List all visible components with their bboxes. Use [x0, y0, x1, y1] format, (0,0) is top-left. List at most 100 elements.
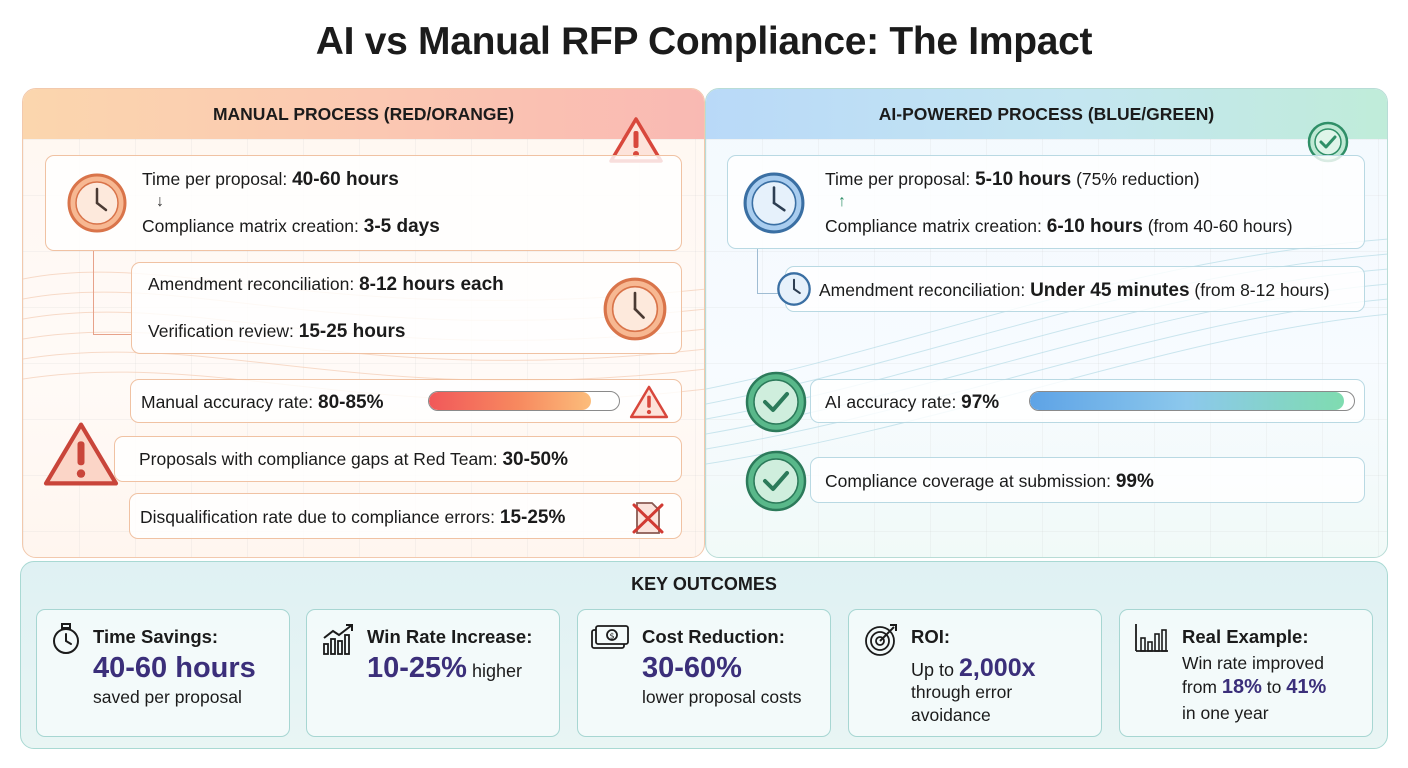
ai-accuracy-value: 97% — [961, 392, 1000, 413]
cost-reduction-value: 30-60% — [642, 652, 742, 684]
ai-accuracy-line: AI accuracy rate: 97% — [825, 392, 999, 414]
key-outcomes-header: KEY OUTCOMES — [631, 574, 777, 594]
disq-value: 15-25% — [499, 507, 566, 528]
ai-time-value: 5-10 hours — [975, 169, 1072, 190]
ai-process-header: AI-POWERED PROCESS (BLUE/GREEN) — [706, 89, 1387, 139]
matrix-label: Compliance matrix creation: — [142, 216, 364, 236]
manual-accuracy-card: Manual accuracy rate: 80-85% — [130, 379, 682, 423]
arrow-up-icon: ↑ — [838, 193, 846, 210]
real-example-line3: in one year — [1182, 703, 1269, 723]
matrix-value: 3-5 days — [363, 216, 440, 237]
disqualification-line: Disqualification rate due to compliance … — [140, 507, 565, 529]
gaps-line: Proposals with compliance gaps at Red Te… — [139, 449, 568, 471]
ai-matrix-note: (from 40-60 hours) — [1142, 216, 1293, 236]
warning-triangle-icon — [629, 385, 669, 419]
gaps-value: 30-50% — [502, 449, 568, 470]
clock-icon — [603, 277, 667, 341]
large-warning-triangle-icon — [43, 422, 119, 486]
gaps-label: Proposals with compliance gaps at Red Te… — [139, 449, 503, 469]
win-rate-line: 10-25% higher — [367, 652, 522, 685]
time-label: Time per proposal: — [142, 169, 293, 189]
clock-icon — [743, 172, 805, 234]
ai-process-panel: AI-POWERED PROCESS (BLUE/GREEN) Time per… — [705, 88, 1388, 558]
rejected-document-icon — [632, 502, 664, 534]
real-example-card: Real Example: Win rate improved from 18%… — [1119, 609, 1373, 737]
time-savings-title: Time Savings: — [93, 626, 219, 647]
checkmark-circle-icon — [745, 371, 807, 433]
ai-amend-note: (from 8-12 hours) — [1189, 280, 1330, 300]
ai-amend-value: Under 45 minutes — [1030, 280, 1190, 301]
manual-process-panel: MANUAL PROCESS (RED/ORANGE) Time per pro… — [22, 88, 705, 558]
real-example-title: Real Example: — [1182, 626, 1309, 647]
ai-amend-label: Amendment reconciliation: — [819, 280, 1031, 300]
ai-matrix-label: Compliance matrix creation: — [825, 216, 1047, 236]
roi-line: Up to 2,000x — [911, 654, 1036, 683]
time-per-proposal-line: Time per proposal: 40-60 hours — [142, 169, 399, 191]
ai-time-note: (75% reduction) — [1071, 169, 1200, 189]
cost-reduction-text: lower proposal costs — [642, 687, 802, 707]
clock-icon — [777, 272, 811, 306]
ai-time-line: Time per proposal: 5-10 hours (75% reduc… — [825, 169, 1200, 191]
from-label: from — [1182, 677, 1222, 697]
verify-value: 15-25 hours — [298, 321, 406, 342]
manual-process-header: MANUAL PROCESS (RED/ORANGE) — [23, 89, 704, 139]
real-example-line2: from 18% to 41% — [1182, 676, 1326, 699]
cost-reduction-title: Cost Reduction: — [642, 626, 785, 647]
bar-chart-icon — [1135, 624, 1168, 652]
win-rate-text: higher — [466, 661, 523, 681]
amendment-line: Amendment reconciliation: 8-12 hours eac… — [148, 274, 504, 296]
roi-title: ROI: — [911, 626, 951, 647]
win-rate-card: Win Rate Increase: 10-25% higher — [306, 609, 560, 737]
roi-card: ROI: Up to 2,000x through error avoidanc… — [848, 609, 1102, 737]
matrix-creation-line: Compliance matrix creation: 3-5 days — [142, 216, 440, 238]
from-value: 18% — [1221, 676, 1262, 698]
time-per-proposal-card: Time per proposal: 40-60 hours ↓ Complia… — [45, 155, 682, 251]
to-value: 41% — [1286, 676, 1327, 698]
cost-reduction-card: $ Cost Reduction: 30-60% lower proposal … — [577, 609, 831, 737]
ai-accuracy-label: AI accuracy rate: — [825, 392, 962, 412]
bar-chart-trend-icon — [323, 624, 353, 655]
manual-accuracy-bar — [428, 391, 620, 411]
win-rate-title: Win Rate Increase: — [367, 626, 533, 647]
ai-matrix-line: Compliance matrix creation: 6-10 hours (… — [825, 216, 1293, 238]
verification-line: Verification review: 15-25 hours — [148, 321, 405, 343]
disqualification-card: Disqualification rate due to compliance … — [129, 493, 682, 539]
ai-accuracy-bar-fill — [1030, 392, 1345, 410]
checkmark-badge-icon — [1307, 121, 1349, 163]
accuracy-line: Manual accuracy rate: 80-85% — [141, 392, 384, 414]
amend-value: 8-12 hours each — [359, 274, 504, 295]
ai-matrix-value: 6-10 hours — [1046, 216, 1143, 237]
ai-coverage-line: Compliance coverage at submission: 99% — [825, 471, 1154, 493]
manual-accuracy-bar-fill — [429, 392, 591, 410]
roi-value: 2,000x — [959, 654, 1036, 682]
compliance-gaps-card: Proposals with compliance gaps at Red Te… — [114, 436, 682, 482]
accuracy-value: 80-85% — [318, 392, 384, 413]
time-savings-card: Time Savings: 40-60 hours saved per prop… — [36, 609, 290, 737]
verify-label: Verification review: — [148, 321, 299, 341]
ai-amendment-line: Amendment reconciliation: Under 45 minut… — [819, 280, 1330, 302]
ai-accuracy-bar — [1029, 391, 1355, 411]
roi-line2: through error — [911, 682, 1013, 702]
page-title: AI vs Manual RFP Compliance: The Impact — [315, 20, 1093, 63]
time-savings-value: 40-60 hours — [93, 652, 256, 684]
ai-time-per-proposal-card: Time per proposal: 5-10 hours (75% reduc… — [727, 155, 1365, 249]
ai-coverage-card: Compliance coverage at submission: 99% — [810, 457, 1365, 503]
win-rate-value: 10-25% — [367, 652, 467, 684]
target-icon — [865, 624, 897, 656]
connector-line — [93, 251, 131, 335]
roi-prefix: Up to — [911, 660, 960, 680]
ai-coverage-label: Compliance coverage at submission: — [825, 471, 1116, 491]
to-label: to — [1261, 677, 1287, 697]
arrow-down-icon: ↓ — [156, 193, 164, 210]
accuracy-label: Manual accuracy rate: — [141, 392, 319, 412]
roi-line3: avoidance — [911, 705, 991, 725]
ai-accuracy-card: AI accuracy rate: 97% — [810, 379, 1365, 423]
key-outcomes-section: KEY OUTCOMES Time Savings: 40-60 hours s… — [20, 561, 1388, 749]
ai-time-label: Time per proposal: — [825, 169, 976, 189]
money-stack-icon: $ — [591, 625, 629, 649]
amend-label: Amendment reconciliation: — [148, 274, 360, 294]
clock-icon — [67, 173, 127, 233]
ai-coverage-value: 99% — [1115, 471, 1154, 492]
checkmark-circle-icon — [745, 450, 807, 512]
disq-label: Disqualification rate due to compliance … — [140, 507, 500, 527]
